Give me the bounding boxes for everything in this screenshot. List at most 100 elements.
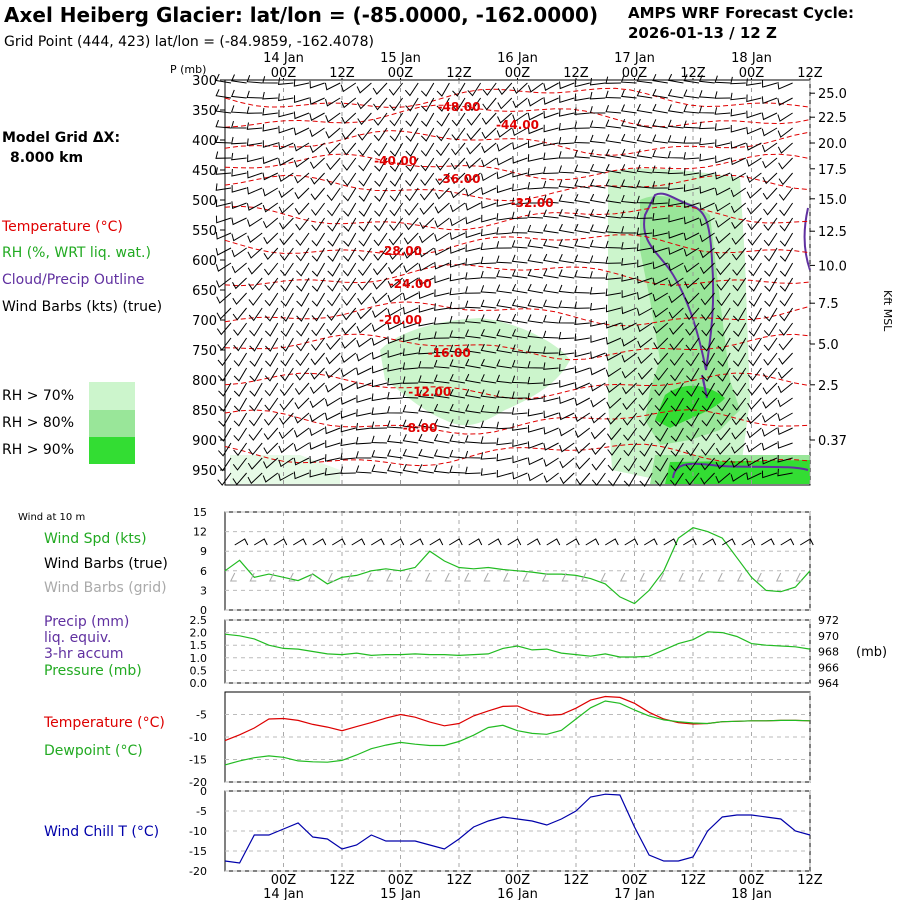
wind-barb-55: [497, 97, 513, 110]
wind-barb-5: [293, 79, 310, 87]
wind-barb-610: [496, 313, 512, 324]
wind-barb-354: [542, 209, 559, 219]
p-tick-800: 800: [192, 374, 217, 389]
wind-barb-515: [748, 277, 762, 292]
wind-barb-750: [371, 379, 388, 388]
wind-barb-977: [449, 465, 466, 474]
wind-barb-40: [262, 91, 278, 100]
wind-barb-503: [558, 269, 575, 279]
wind-barb-242: [527, 168, 544, 176]
wind-barb-530: [402, 292, 419, 301]
wind-barb-691: [605, 352, 622, 361]
wind-barb-490: [357, 277, 372, 291]
wind-barb-801: [590, 397, 606, 408]
wind-barb-785: [340, 397, 357, 405]
wind-barb-370: [215, 231, 232, 240]
p1-ytick-0: 0: [200, 604, 207, 617]
wind-barb-854: [263, 427, 279, 441]
wind-barb-852: [233, 427, 248, 442]
sfc-grid-barb-18: [307, 572, 315, 582]
wind-barb-738: [762, 367, 778, 381]
wind-chill-label: Wind Chill T (°C): [44, 824, 159, 840]
wind-barb-137: [621, 118, 637, 129]
sfc-grid-barb-78: [600, 572, 608, 582]
wind-barb-355: [558, 208, 575, 219]
sfc-barb-66: [546, 538, 561, 546]
wind-barb-262: [262, 187, 279, 197]
wind-barb-455: [388, 262, 403, 275]
wind-barb-670: [280, 352, 294, 367]
wind-barb-142: [698, 121, 715, 130]
wind-barb-249: [636, 164, 653, 174]
wind-barb-545: [637, 292, 653, 300]
wind-barb-654: [605, 337, 622, 345]
wind-barb-353: [527, 210, 544, 219]
wind-barb-297: [231, 201, 247, 209]
wind-barb-562: [326, 307, 341, 322]
wind-barb-837: [574, 412, 591, 422]
wind-barb-478: [748, 262, 762, 277]
wind-barb-519: [232, 292, 247, 305]
dewpoint-label: Dewpoint (°C): [44, 743, 143, 759]
wind-barb-431: [589, 239, 606, 249]
wind-barb-464: [527, 254, 544, 264]
wind-barb-722: [511, 359, 528, 369]
wind-barb-911: [575, 442, 591, 454]
wind-barb-219: [746, 157, 762, 167]
wind-barb-74: [215, 104, 232, 114]
top-tick-4: 00Z: [505, 66, 531, 81]
wind-barb-413: [311, 247, 326, 262]
wind-speed-label: Wind Spd (kts): [44, 531, 147, 547]
wind-barb-665: [778, 337, 793, 351]
pressure-axis-label: P (mb): [170, 63, 206, 76]
wind-barb-97: [574, 107, 590, 115]
wind-barb-4: [277, 77, 294, 85]
wind-barb-709: [310, 367, 325, 380]
wind-barb-939: [433, 449, 450, 459]
wind-barb-427: [527, 239, 544, 249]
wind-barb-555: [216, 307, 232, 320]
wind-barb-885: [746, 427, 762, 439]
wind-barb-725: [558, 363, 575, 372]
isotherm-5: [224, 205, 811, 231]
wind-barb-109: [761, 112, 778, 121]
wind-barb-313: [481, 201, 497, 209]
wind-barb-712: [356, 367, 372, 376]
wind-barb-674: [340, 352, 357, 363]
wind-barb-893: [293, 442, 310, 452]
wind-barb-652: [574, 333, 590, 341]
chart-title: Axel Heiberg Glacier: lat/lon = (-85.000…: [4, 3, 598, 27]
wind-barb-420: [418, 247, 435, 258]
wind-barb-317: [542, 195, 559, 204]
wind-barb-658: [669, 337, 684, 351]
wind-barb-136: [605, 119, 622, 129]
wind-barb-496: [449, 273, 466, 282]
wind-barb-325: [668, 198, 684, 207]
wind-barb-234: [405, 172, 419, 187]
wind-barb-864: [418, 418, 434, 429]
p4-ytick-0: 0: [200, 785, 207, 798]
wind-chill-line: [224, 793, 811, 864]
wind-barb-681: [449, 344, 466, 354]
wind-barb-979: [480, 468, 497, 476]
wind-barb-322: [620, 194, 637, 204]
wind-barb-976: [433, 464, 450, 474]
wind-barb-672: [310, 352, 325, 366]
wind-barb-517: [779, 277, 794, 292]
sfc-grid-barb-30: [366, 572, 374, 582]
wind-barb-776: [777, 382, 793, 394]
wind-barb-48: [389, 97, 404, 112]
wind-barb-967: [293, 471, 310, 480]
wind-barb-807: [686, 397, 700, 412]
wind-barb-692: [621, 352, 637, 363]
wind-barb-962: [217, 472, 232, 486]
wind-barb-473: [668, 262, 684, 272]
wind-barb-599: [326, 322, 341, 336]
wind-barb-49: [405, 97, 419, 112]
wind-barb-988: [623, 472, 638, 487]
wind-barb-13: [420, 82, 435, 97]
wind-barb-170: [558, 136, 575, 145]
wind-barb-708: [295, 367, 310, 381]
legend-rh: RH (%, WRT liq. wat.): [2, 245, 151, 261]
isotherm-11: [224, 409, 811, 435]
